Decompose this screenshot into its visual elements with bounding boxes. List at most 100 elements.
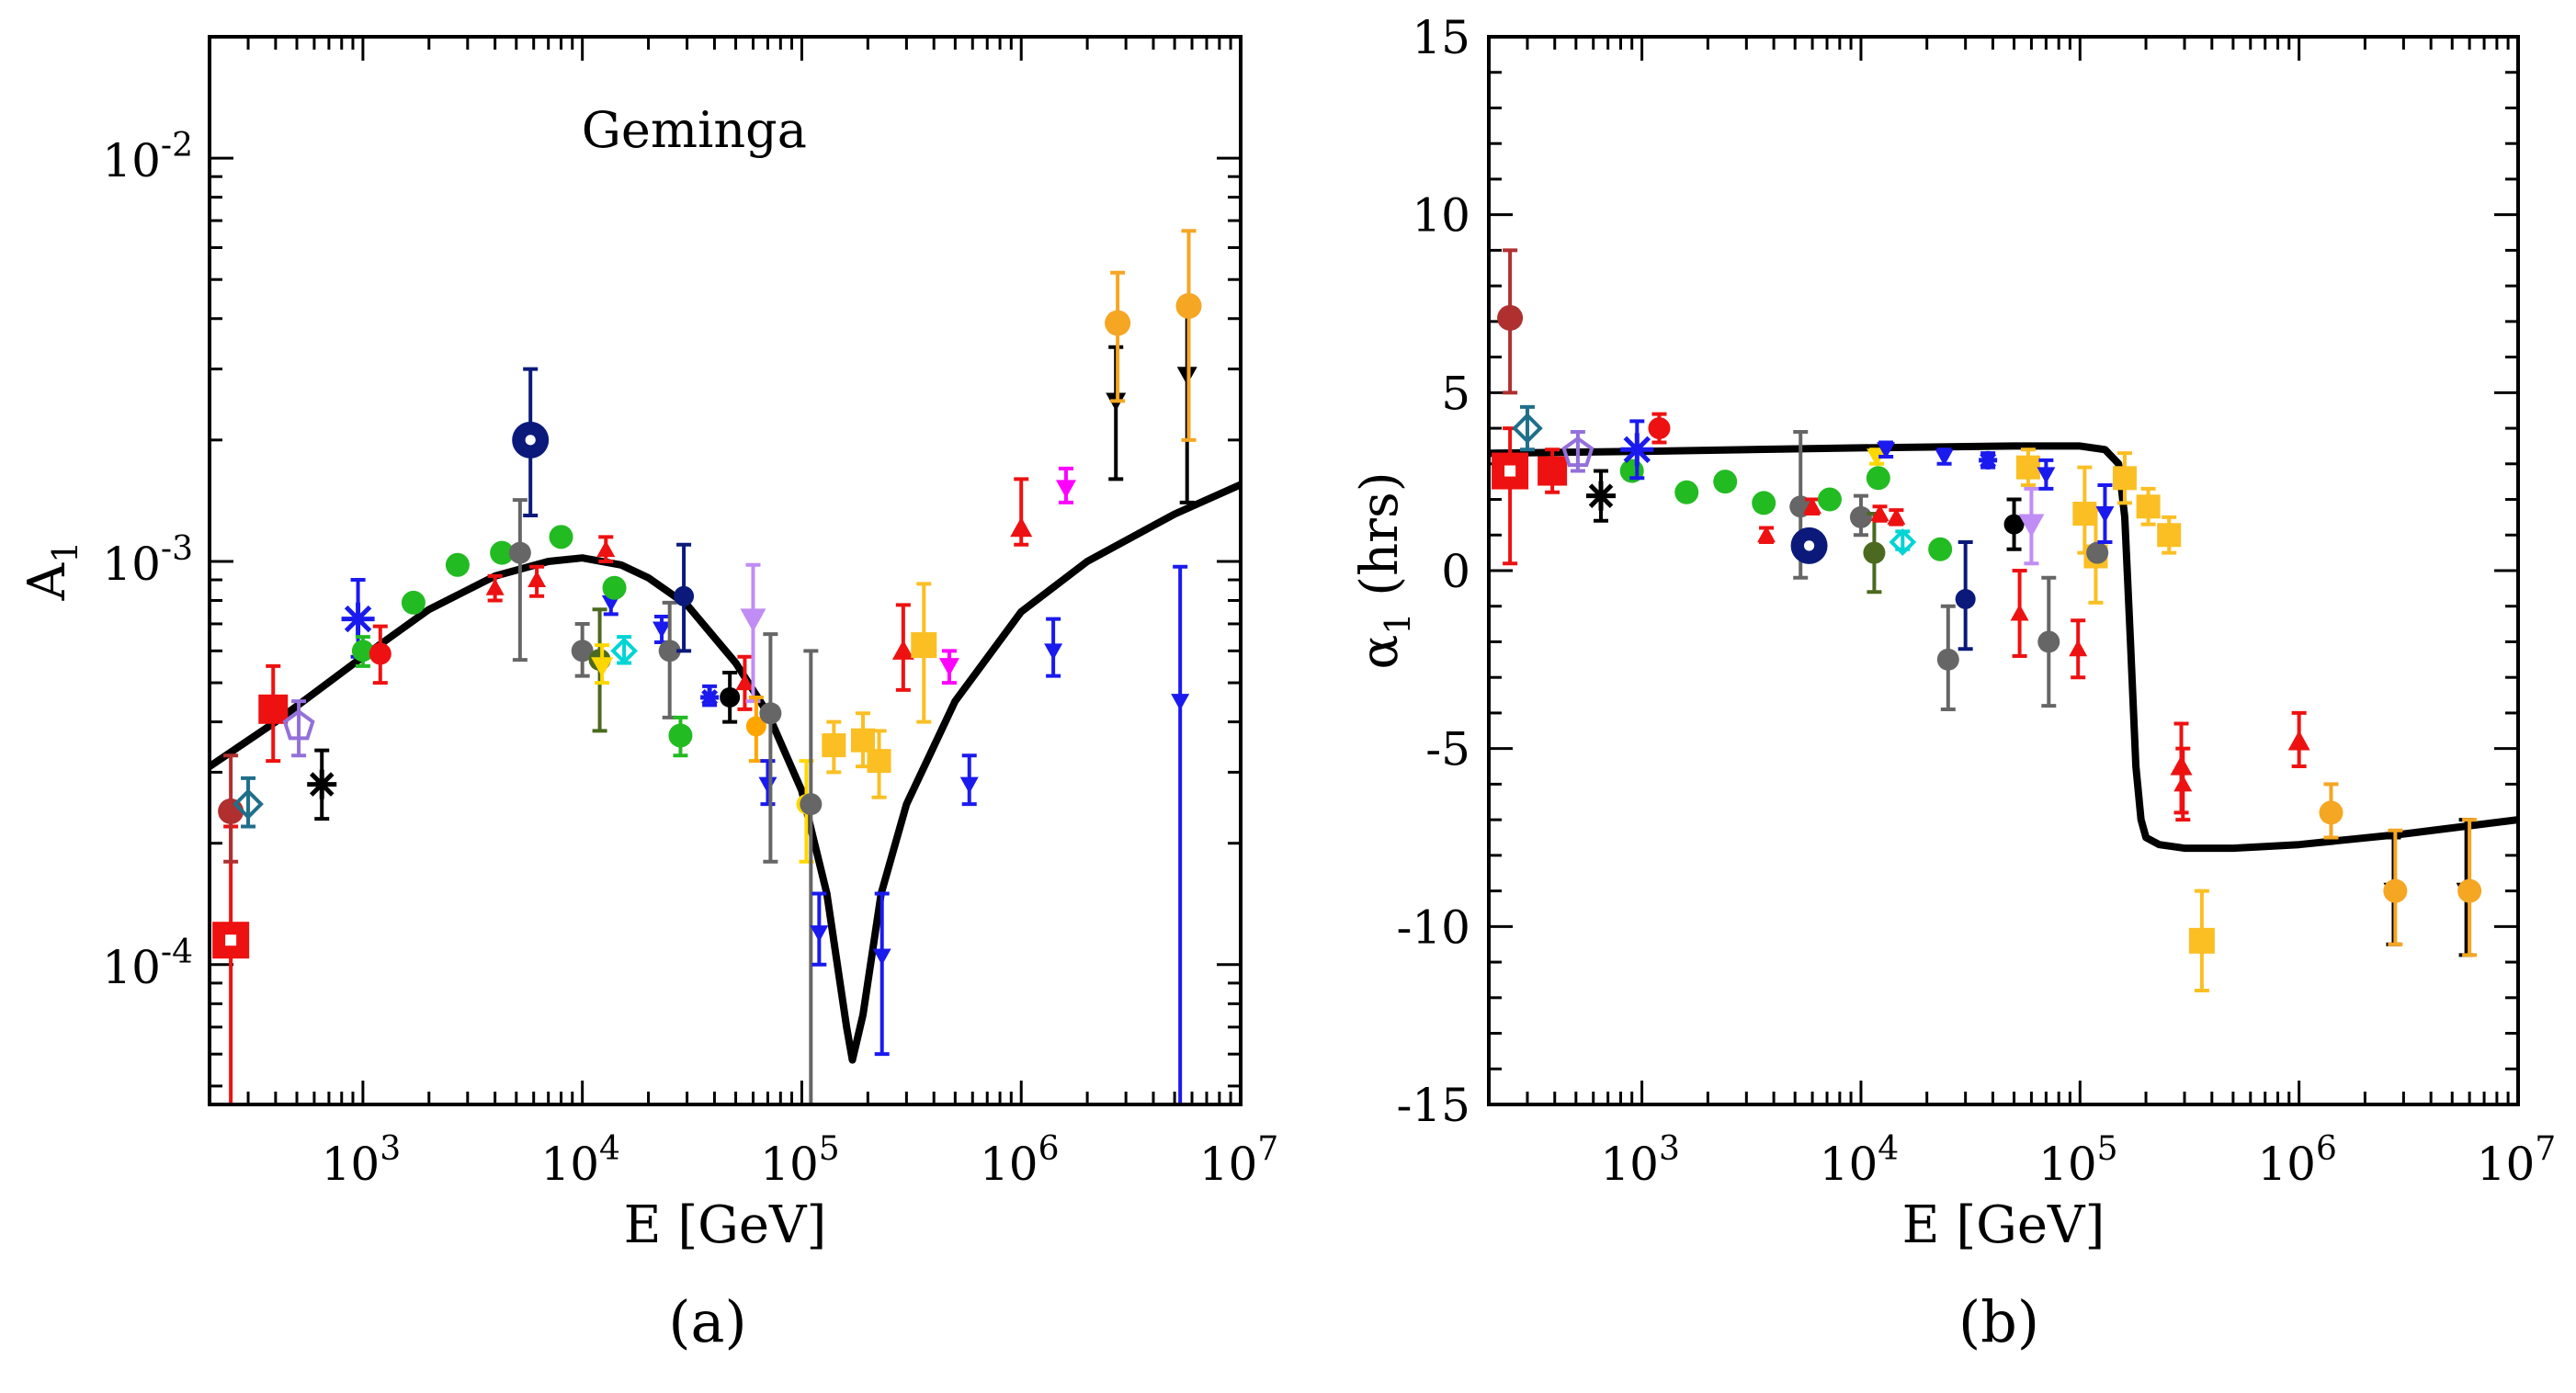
point-marker bbox=[509, 542, 531, 564]
point-marker bbox=[939, 658, 959, 676]
axis-ticks bbox=[210, 37, 1241, 1104]
data-point bbox=[674, 545, 694, 651]
point-marker bbox=[2137, 494, 2161, 518]
point-marker bbox=[911, 632, 936, 658]
data-point bbox=[2069, 620, 2087, 677]
panel-caption: (a) bbox=[668, 1288, 746, 1355]
plot-frame bbox=[1489, 37, 2518, 1104]
data-point bbox=[1891, 531, 1913, 553]
data-point bbox=[2011, 571, 2029, 656]
point-marker bbox=[822, 733, 845, 757]
tick-label: -15 bbox=[1396, 1079, 1470, 1132]
tick-label: 104 bbox=[540, 1130, 620, 1191]
data-point bbox=[668, 718, 692, 755]
data-point bbox=[1586, 471, 1616, 521]
data-point bbox=[822, 722, 845, 773]
point-marker bbox=[550, 525, 573, 549]
point-marker bbox=[258, 695, 288, 724]
point-marker bbox=[1105, 311, 1130, 336]
point-marker bbox=[674, 586, 694, 606]
data-point bbox=[2137, 489, 2161, 525]
point-marker bbox=[810, 925, 828, 942]
point-marker-center bbox=[225, 934, 236, 946]
point-marker bbox=[1056, 480, 1076, 498]
tick-label: 103 bbox=[322, 1130, 402, 1191]
data-points bbox=[1492, 250, 2481, 991]
data-point bbox=[1056, 469, 1076, 503]
data-point bbox=[700, 686, 719, 707]
data-point bbox=[1937, 606, 1959, 709]
data-point bbox=[1752, 491, 1776, 515]
tick-label: 10 bbox=[1412, 189, 1470, 243]
y-axis-label: α1 (hrs) bbox=[1350, 471, 1418, 669]
data-point bbox=[2173, 749, 2192, 820]
data-point bbox=[1757, 526, 1776, 542]
point-marker bbox=[1538, 457, 1567, 486]
data-point bbox=[1713, 470, 1737, 493]
data-point bbox=[1648, 414, 1670, 443]
data-point bbox=[1010, 479, 1032, 544]
point-marker bbox=[720, 687, 740, 708]
data-point bbox=[1887, 508, 1905, 525]
data-point bbox=[512, 369, 549, 515]
data-point bbox=[1171, 567, 1189, 1126]
point-marker bbox=[1620, 433, 1653, 466]
tick-label: 104 bbox=[1820, 1130, 1900, 1191]
data-point bbox=[402, 591, 426, 615]
data-point bbox=[603, 576, 627, 600]
data-point bbox=[911, 583, 936, 721]
point-marker bbox=[218, 798, 244, 824]
data-point bbox=[2319, 784, 2343, 837]
data-point bbox=[1497, 250, 1523, 392]
point-marker bbox=[2457, 879, 2481, 903]
data-point bbox=[2383, 831, 2407, 945]
data-point bbox=[307, 751, 336, 819]
tick-label: 106 bbox=[2257, 1130, 2337, 1191]
data-point bbox=[2157, 517, 2181, 553]
data-point bbox=[720, 673, 740, 722]
point-marker bbox=[1850, 506, 1872, 528]
point-marker bbox=[2011, 604, 2029, 620]
point-marker bbox=[740, 608, 766, 631]
point-marker bbox=[528, 571, 546, 587]
tick-label: -10 bbox=[1396, 900, 1470, 954]
data-points bbox=[212, 231, 1201, 1125]
data-point bbox=[2288, 713, 2310, 766]
point-marker bbox=[1818, 488, 1842, 512]
point-marker bbox=[446, 553, 470, 577]
data-point bbox=[2016, 449, 2040, 485]
point-marker bbox=[1648, 417, 1670, 439]
data-point bbox=[528, 567, 546, 596]
point-marker bbox=[1044, 643, 1062, 660]
point-marker bbox=[1979, 451, 1997, 470]
data-point bbox=[800, 651, 822, 1125]
point-marker bbox=[2095, 506, 2114, 523]
y-axis-label: A1 bbox=[17, 541, 85, 602]
point-marker bbox=[1713, 470, 1737, 493]
tick-label: 105 bbox=[2038, 1130, 2118, 1191]
data-point bbox=[1867, 466, 1890, 490]
chart-annotation: Geminga bbox=[582, 101, 807, 159]
tick-label: 103 bbox=[1600, 1130, 1680, 1191]
data-point bbox=[1105, 273, 1130, 402]
point-marker-center bbox=[526, 435, 536, 445]
x-axis-label: E [GeV] bbox=[624, 1195, 827, 1255]
point-marker bbox=[402, 591, 426, 615]
data-point bbox=[613, 637, 635, 663]
point-marker bbox=[2288, 730, 2310, 751]
point-marker bbox=[868, 749, 891, 773]
figure-canvas: 103 104 105 106 10710-410-310-2E [GeV]A1Gemi… bbox=[0, 0, 2576, 1388]
tick-label: 10-4 bbox=[102, 934, 193, 994]
point-marker bbox=[758, 777, 777, 794]
point-marker bbox=[1867, 466, 1890, 490]
panel-caption: (b) bbox=[1958, 1288, 2039, 1355]
tick-label: -5 bbox=[1425, 723, 1470, 776]
point-marker-center bbox=[1504, 466, 1515, 477]
tick-label: 106 bbox=[980, 1130, 1060, 1191]
data-point bbox=[1818, 488, 1842, 512]
point-marker bbox=[700, 688, 719, 707]
point-marker bbox=[960, 777, 979, 794]
point-marker bbox=[2113, 466, 2137, 490]
point-marker bbox=[2037, 630, 2060, 652]
data-point bbox=[1044, 619, 1062, 676]
